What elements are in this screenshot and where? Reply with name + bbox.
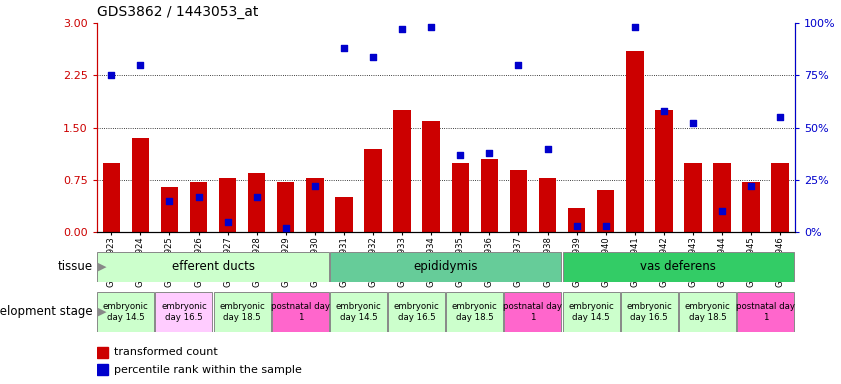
Bar	[161, 187, 178, 232]
Point	[250, 194, 263, 200]
Point	[657, 108, 670, 114]
Bar	[364, 149, 382, 232]
Text: development stage: development stage	[0, 306, 93, 318]
Text: embryonic
day 18.5: embryonic day 18.5	[685, 302, 730, 322]
Text: embryonic
day 18.5: embryonic day 18.5	[452, 302, 498, 322]
Text: embryonic
day 16.5: embryonic day 16.5	[394, 302, 440, 322]
Point	[483, 150, 496, 156]
Bar	[422, 121, 440, 232]
Point	[599, 223, 612, 229]
Bar	[771, 162, 789, 232]
Point	[570, 223, 584, 229]
Bar	[480, 159, 498, 232]
Bar	[447, 292, 503, 332]
Point	[192, 194, 205, 200]
Text: postnatal day
1: postnatal day 1	[736, 302, 795, 322]
Bar	[131, 138, 149, 232]
Point	[744, 183, 758, 189]
Point	[395, 26, 409, 32]
Text: transformed count: transformed count	[114, 347, 218, 358]
Bar	[563, 252, 794, 282]
Point	[367, 53, 380, 60]
Bar	[330, 292, 387, 332]
Text: epididymis: epididymis	[414, 260, 478, 273]
Text: embryonic
day 16.5: embryonic day 16.5	[161, 302, 207, 322]
Bar	[97, 347, 108, 358]
Bar	[219, 178, 236, 232]
Point	[337, 45, 351, 51]
Bar	[389, 292, 445, 332]
Bar	[98, 292, 154, 332]
Text: postnatal day
1: postnatal day 1	[271, 302, 330, 322]
Bar	[330, 252, 562, 282]
Bar	[272, 292, 329, 332]
Bar	[539, 178, 556, 232]
Bar	[214, 292, 271, 332]
Bar	[679, 292, 736, 332]
Text: embryonic
day 14.5: embryonic day 14.5	[569, 302, 614, 322]
Text: embryonic
day 14.5: embryonic day 14.5	[336, 302, 381, 322]
Text: embryonic
day 16.5: embryonic day 16.5	[627, 302, 672, 322]
Text: embryonic
day 14.5: embryonic day 14.5	[103, 302, 149, 322]
Bar	[452, 162, 469, 232]
Bar	[156, 292, 213, 332]
Bar	[621, 292, 678, 332]
Text: postnatal day
1: postnatal day 1	[504, 302, 563, 322]
Point	[716, 208, 729, 214]
Point	[511, 62, 525, 68]
Bar	[505, 292, 562, 332]
Bar	[98, 252, 329, 282]
Point	[453, 152, 467, 158]
Bar	[655, 110, 673, 232]
Bar	[685, 162, 701, 232]
Bar	[743, 182, 759, 232]
Text: embryonic
day 18.5: embryonic day 18.5	[220, 302, 265, 322]
Bar	[190, 182, 207, 232]
Point	[221, 219, 235, 225]
Bar	[394, 110, 410, 232]
Point	[308, 183, 321, 189]
Bar	[97, 364, 108, 375]
Point	[686, 121, 700, 127]
Bar	[563, 292, 620, 332]
Bar	[738, 292, 794, 332]
Bar	[568, 208, 585, 232]
Bar	[306, 178, 324, 232]
Text: ▶: ▶	[98, 307, 107, 317]
Text: ▶: ▶	[98, 262, 107, 272]
Point	[541, 146, 554, 152]
Point	[134, 62, 147, 68]
Text: efferent ducts: efferent ducts	[172, 260, 255, 273]
Point	[162, 198, 176, 204]
Text: GDS3862 / 1443053_at: GDS3862 / 1443053_at	[97, 5, 258, 19]
Bar	[336, 197, 352, 232]
Bar	[626, 51, 643, 232]
Bar	[510, 170, 527, 232]
Bar	[597, 190, 615, 232]
Text: tissue: tissue	[57, 260, 93, 273]
Point	[279, 225, 293, 231]
Bar	[103, 162, 120, 232]
Bar	[248, 173, 266, 232]
Point	[774, 114, 787, 120]
Text: percentile rank within the sample: percentile rank within the sample	[114, 364, 302, 375]
Bar	[277, 182, 294, 232]
Bar	[713, 162, 731, 232]
Point	[628, 24, 642, 30]
Point	[104, 72, 118, 78]
Text: vas deferens: vas deferens	[641, 260, 717, 273]
Point	[425, 24, 438, 30]
